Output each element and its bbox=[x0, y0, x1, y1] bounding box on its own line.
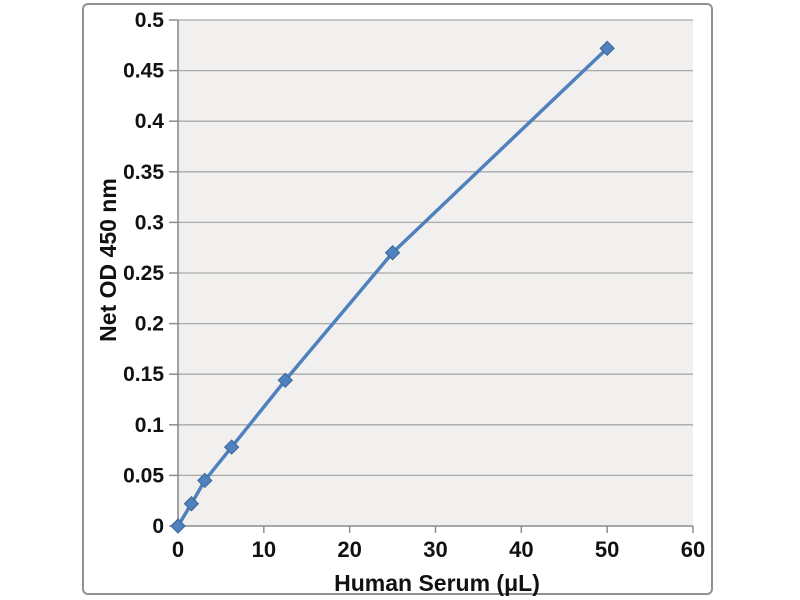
data-point-marker bbox=[170, 518, 186, 534]
data-point-marker bbox=[223, 439, 240, 455]
y-tick-label: 0.3 bbox=[135, 211, 164, 234]
data-point-marker bbox=[384, 245, 401, 261]
y-tick-label: 0.2 bbox=[135, 313, 164, 336]
y-axis-title: Net OD 450 nm bbox=[95, 178, 121, 342]
data-point-marker bbox=[277, 372, 293, 388]
y-tick-label: 0.05 bbox=[123, 464, 164, 487]
x-tick-label: 60 bbox=[681, 537, 705, 562]
y-tick-label: 0.45 bbox=[123, 60, 164, 83]
data-point-marker bbox=[183, 496, 200, 512]
y-tick-label: 0.25 bbox=[123, 262, 164, 285]
x-axis-title: Human Serum (μL) bbox=[334, 570, 540, 596]
y-tick-label: 0.1 bbox=[135, 414, 165, 437]
x-tick-label: 40 bbox=[509, 537, 533, 562]
x-tick-label: 50 bbox=[595, 537, 619, 562]
y-tick-label: 0.5 bbox=[135, 9, 165, 32]
data-series bbox=[170, 40, 615, 534]
x-tick-labels: 0 10 20 30 40 50 60 bbox=[172, 537, 705, 562]
gridlines bbox=[178, 19, 693, 477]
y-tick-label: 0.35 bbox=[123, 161, 164, 184]
axis-lines bbox=[177, 20, 693, 527]
y-tick-label: 0.15 bbox=[123, 363, 164, 386]
y-tick-label: 0 bbox=[152, 515, 164, 538]
y-tick-labels: 0 0.05 0.1 0.15 0.2 0.25 0.3 0.35 0.4 0.45 0.5 bbox=[123, 9, 164, 538]
x-tick-label: 0 bbox=[172, 537, 184, 562]
x-tick-label: 20 bbox=[337, 537, 361, 562]
data-point-marker bbox=[599, 40, 615, 57]
x-tick-label: 30 bbox=[423, 537, 447, 562]
data-point-marker bbox=[197, 472, 213, 489]
y-tick-label: 0.4 bbox=[135, 110, 165, 133]
x-tick-label: 10 bbox=[252, 537, 276, 562]
